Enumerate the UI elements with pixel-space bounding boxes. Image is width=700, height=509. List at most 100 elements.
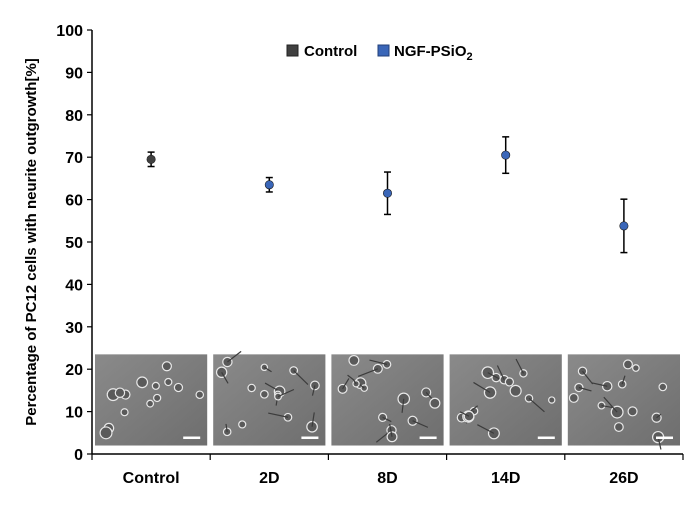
data-point [264,176,274,193]
neurite-line [496,365,505,380]
micrograph-image [95,354,208,446]
cell-shape [627,406,638,417]
point-marker [264,180,274,190]
neurite-line [656,413,662,419]
cell-shape [161,361,172,372]
neurite-line [353,379,357,385]
x-tick-label: Control [123,470,180,487]
legend-treated-marker [377,44,390,57]
cell-shape [173,382,184,393]
legend-treated-label-sub: 2 [467,51,473,63]
y-tick-label: 50 [65,235,83,252]
legend-control-label: Control [304,43,357,60]
neurite-line [621,375,626,385]
neurite-line [592,382,608,387]
cell-shape [136,376,149,389]
scale-bar [656,436,673,440]
y-tick-label: 60 [65,193,83,210]
micrograph-background [213,354,326,446]
neurite-line [582,370,594,385]
cell-shape [613,422,624,432]
scale-bar [419,436,437,440]
cell-shape [120,408,129,417]
legend-treated-label-main: NGF-PSiO [394,43,467,60]
y-tick-label: 0 [74,447,83,464]
data-point [501,136,511,175]
cell-shape [429,397,441,409]
neurite-line [578,386,592,392]
neurite-line [515,358,524,374]
y-tick-label: 90 [65,65,83,82]
cell-shape [151,381,160,390]
cell-shape [548,396,556,404]
point-marker [382,188,392,198]
neurite-line [342,378,350,390]
neurite-line [311,412,315,427]
scale-bar [183,436,201,440]
neurite-line [412,420,429,428]
x-tick-label: 14D [491,470,520,487]
y-axis-title: Percentage of PC12 cells with neurite ou… [23,58,40,426]
neurite-line [221,371,229,384]
micrograph-image [331,354,444,446]
scale-bar [537,436,555,440]
cell-shape [504,377,515,387]
neurite-line [264,366,272,373]
data-points [146,136,629,254]
inset-images [95,350,680,450]
x-tick-label: 8D [377,470,397,487]
legend-treated-label: NGF-PSiO2 [394,43,473,63]
cell-shape [632,364,640,372]
y-tick-label: 70 [65,150,83,167]
y-tick-label: 20 [65,362,83,379]
cell-shape [247,383,256,393]
neurite-line [603,396,618,413]
micrograph-image [567,354,680,450]
neurite-line [357,368,379,378]
cell-shape [509,384,522,397]
cell-shape [348,354,360,366]
neurite-line [293,370,309,386]
cell-shape [622,359,633,370]
legend: Control NGF-PSiO2 [286,43,473,63]
neurite-line [487,372,500,380]
point-marker [146,154,156,164]
y-tick-label: 40 [65,277,83,294]
data-point [619,198,629,254]
neurite-line [389,423,393,437]
micrograph-background [449,354,562,446]
x-tick-label: 2D [259,470,279,487]
y-tick-label: 10 [65,405,83,422]
neurite-line [657,436,662,450]
cell-shape [238,420,247,429]
y-tick-label: 80 [65,108,83,125]
neurite-line [227,350,242,363]
neurite-line [311,385,316,396]
scale-bar [301,436,319,440]
y-tick-label: 30 [65,320,83,337]
neurite-line [473,381,491,394]
cell-shape [99,426,113,440]
cell-shape [164,377,173,387]
neurite-line [369,359,388,365]
x-tick-label: 26D [609,470,638,487]
neurite-line [401,398,405,413]
cell-shape [519,369,528,378]
neurite-line [277,388,295,398]
neurite-line [268,412,289,418]
neurite-line [382,416,392,423]
y-ticks: 0 10 20 30 40 50 60 70 80 90 100 [56,23,92,464]
neurite-line [225,423,228,432]
micrograph-image [449,354,562,446]
y-tick-label: 100 [56,23,83,40]
neurite-line [459,411,470,417]
neurite-line [528,397,545,413]
micrograph-image [213,350,326,446]
cell-shape [195,390,205,400]
x-ticks: Control 2D 8D 14D 26D [91,454,684,487]
cell-shape [259,389,269,399]
cell-shape [146,399,155,408]
cell-shape [153,393,162,403]
point-marker [619,221,629,231]
